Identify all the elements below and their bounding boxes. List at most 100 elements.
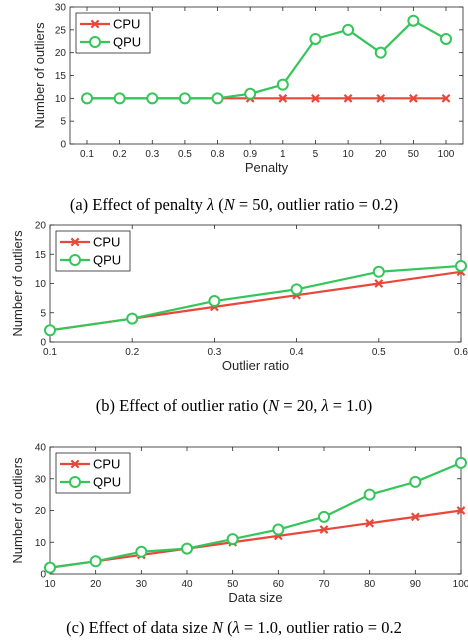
panel-caption: (c) Effect of data size N (λ = 1.0, outl…: [66, 618, 402, 637]
y-tick-label: 10: [55, 94, 67, 105]
data-point-qpu: [272, 523, 285, 536]
data-point-qpu: [208, 295, 221, 308]
x-axis-label: Penalty: [245, 160, 289, 175]
x-tick-label: 80: [364, 579, 376, 590]
x-tick-label: 10: [343, 149, 355, 160]
data-point-cpu: [319, 525, 329, 534]
caption-part: λ: [232, 618, 240, 637]
legend-marker-cpu: [70, 237, 80, 247]
legend-label-cpu: CPU: [113, 17, 140, 32]
x-tick-label: 0.1: [80, 149, 94, 160]
legend-box: [75, 12, 151, 54]
legend-marker-qpu: [69, 476, 81, 488]
legend-label-cpu: CPU: [93, 235, 120, 250]
data-point-qpu: [409, 475, 422, 488]
data-point-qpu: [244, 87, 257, 100]
data-point-qpu: [374, 46, 387, 59]
caption-part: = 1.0): [329, 396, 373, 415]
x-tick-label: 0.3: [207, 347, 221, 358]
data-point-qpu: [44, 324, 56, 337]
x-tick-label: 30: [136, 579, 148, 590]
data-point-qpu: [290, 283, 303, 296]
panel-caption: (b) Effect of outlier ratio (N = 20, λ =…: [96, 396, 373, 415]
y-tick-label: 0: [40, 338, 46, 349]
y-axis-label: Number of outliers: [10, 230, 25, 337]
legend-marker-cpu: [70, 459, 80, 469]
y-axis-label: Number of outliers: [10, 457, 25, 564]
data-point-qpu: [113, 92, 126, 105]
data-point-cpu: [456, 506, 466, 515]
data-point-cpu: [376, 93, 386, 103]
x-tick-label: 0.9: [243, 149, 257, 160]
data-point-qpu: [81, 92, 93, 105]
data-point-qpu: [126, 312, 139, 325]
caption-part: (: [223, 618, 233, 637]
data-point-qpu: [455, 259, 467, 272]
x-tick-label: 70: [318, 579, 330, 590]
y-tick-label: 0: [40, 570, 46, 581]
x-axis-label: Outlier ratio: [222, 358, 289, 373]
data-point-qpu: [372, 265, 385, 278]
y-tick-label: 5: [60, 117, 66, 128]
x-tick-label: 100: [453, 579, 468, 590]
data-point-qpu: [276, 78, 289, 91]
data-point-cpu: [365, 518, 375, 528]
series-line-cpu: [49, 509, 462, 569]
x-tick-label: 60: [273, 579, 285, 590]
x-tick-label: 0.8: [211, 149, 225, 160]
x-tick-label: 40: [181, 579, 193, 590]
y-tick-label: 20: [35, 506, 47, 517]
y-tick-label: 25: [55, 25, 67, 36]
caption-part: λ: [320, 396, 328, 415]
data-point-qpu: [44, 561, 56, 574]
data-point-qpu: [407, 14, 420, 27]
caption-part: = 50, outlier ratio = 0.2): [235, 195, 398, 214]
data-point-cpu: [311, 93, 320, 103]
data-point-qpu: [318, 510, 330, 523]
y-tick-label: 0: [60, 140, 66, 151]
data-point-cpu: [278, 93, 288, 103]
x-tick-label: 20: [90, 579, 102, 590]
y-axis-label: Number of outliers: [32, 22, 47, 129]
y-tick-label: 40: [35, 443, 47, 454]
data-point-cpu: [410, 512, 420, 522]
legend-box: [55, 452, 131, 494]
data-point-qpu: [226, 533, 239, 546]
data-point-qpu: [211, 92, 224, 105]
series-line-qpu: [49, 264, 462, 332]
y-tick-label: 5: [40, 308, 46, 319]
data-point-qpu: [181, 542, 193, 555]
data-point-qpu: [135, 545, 148, 558]
caption-part: (c) Effect of data size: [66, 618, 212, 637]
legend-label-cpu: CPU: [93, 457, 120, 472]
x-tick-label: 0.2: [113, 149, 127, 160]
y-tick-label: 20: [35, 221, 47, 232]
data-point-cpu: [374, 279, 384, 288]
y-tick-label: 30: [35, 474, 47, 485]
y-tick-label: 15: [35, 250, 47, 261]
caption-part: N: [223, 195, 236, 214]
x-tick-label: 0.2: [125, 347, 139, 358]
caption-part: (: [214, 195, 224, 214]
legend-label-qpu: QPU: [93, 475, 121, 490]
data-point-qpu: [440, 32, 452, 45]
x-tick-label: 5: [313, 149, 319, 160]
y-tick-label: 20: [55, 48, 67, 59]
data-point-qpu: [178, 92, 191, 105]
y-tick-label: 15: [55, 71, 67, 82]
x-tick-label: 0.4: [290, 347, 304, 358]
chart-panel-2: 0 5 10 15 20 0.1 0.2 0.3 0.4 0.5 0.6 Outlier ratio N…: [10, 221, 468, 416]
data-point-cpu: [408, 93, 418, 103]
data-point-qpu: [363, 488, 376, 501]
x-tick-label: 0.1: [43, 347, 57, 358]
x-tick-label: 50: [408, 149, 420, 160]
legend-marker-cpu: [90, 19, 100, 29]
x-tick-label: 50: [227, 579, 239, 590]
data-point-qpu: [342, 23, 355, 36]
data-point-qpu: [455, 456, 467, 469]
legend-box: [55, 230, 131, 272]
data-point-cpu: [441, 93, 451, 103]
data-point-qpu: [146, 92, 159, 105]
